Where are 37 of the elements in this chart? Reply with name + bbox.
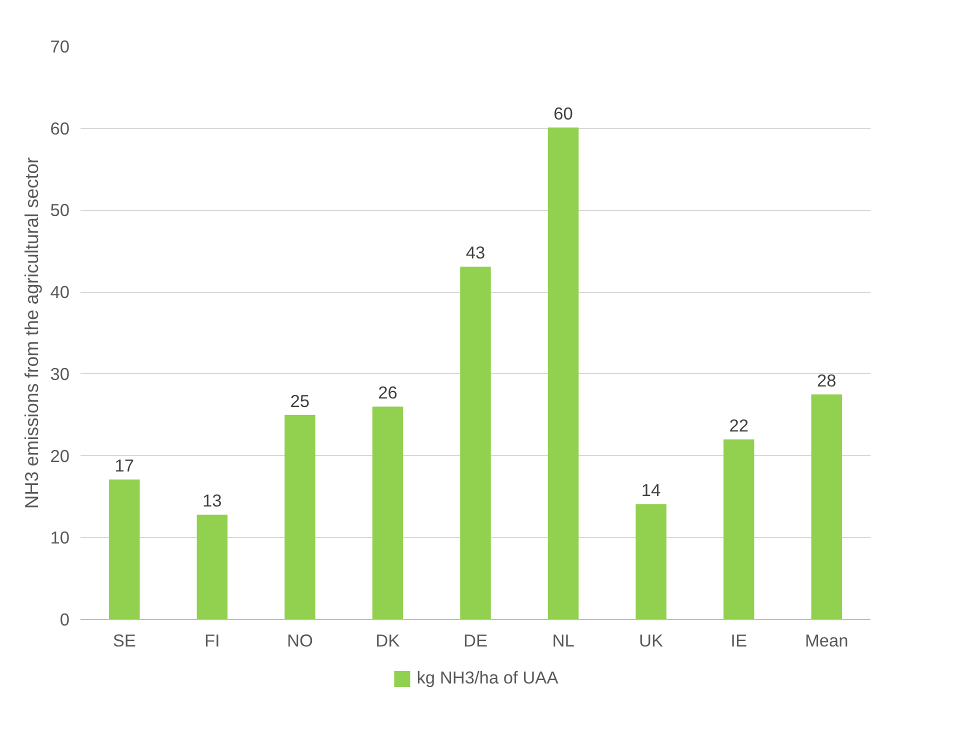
data-label: 26 bbox=[378, 382, 398, 403]
x-tick-label: UK bbox=[639, 630, 664, 650]
y-tick-label: 30 bbox=[50, 364, 70, 384]
x-tick-label: SE bbox=[112, 630, 136, 650]
data-label: 28 bbox=[816, 370, 836, 390]
y-tick-label: 60 bbox=[50, 118, 70, 138]
legend-label: kg NH3/ha of UAA bbox=[416, 668, 558, 688]
y-tick-label: 70 bbox=[50, 36, 70, 56]
x-tick-label: DK bbox=[376, 630, 400, 650]
data-label: 17 bbox=[114, 456, 134, 476]
bar bbox=[196, 514, 228, 620]
bar bbox=[636, 504, 666, 620]
x-tick-label: NL bbox=[552, 630, 575, 650]
y-axis-title: NH3 emissions from the agricultural sector bbox=[21, 157, 42, 509]
data-label: 22 bbox=[729, 415, 748, 436]
bar bbox=[811, 394, 842, 620]
data-label: 43 bbox=[466, 242, 486, 263]
data-label: 60 bbox=[554, 104, 573, 124]
x-tick-label: FI bbox=[204, 630, 220, 650]
bar bbox=[723, 439, 754, 620]
x-tick-label: Mean bbox=[804, 630, 848, 650]
x-tick-label: IE bbox=[730, 630, 748, 650]
x-tick-label: DE bbox=[463, 630, 488, 650]
data-label: 14 bbox=[641, 480, 662, 500]
y-tick-label: 50 bbox=[50, 200, 70, 220]
bar bbox=[548, 128, 579, 620]
y-tick-label: 0 bbox=[60, 610, 70, 630]
data-label: 13 bbox=[202, 490, 222, 511]
y-tick-label: 20 bbox=[50, 446, 70, 466]
bar bbox=[460, 266, 491, 620]
x-tick-label: NO bbox=[286, 630, 313, 650]
y-tick-label: 10 bbox=[50, 528, 70, 548]
bar bbox=[284, 414, 316, 620]
bar bbox=[109, 480, 140, 620]
bar bbox=[372, 406, 404, 620]
y-tick-label: 40 bbox=[50, 282, 70, 302]
data-label: 25 bbox=[290, 390, 310, 411]
